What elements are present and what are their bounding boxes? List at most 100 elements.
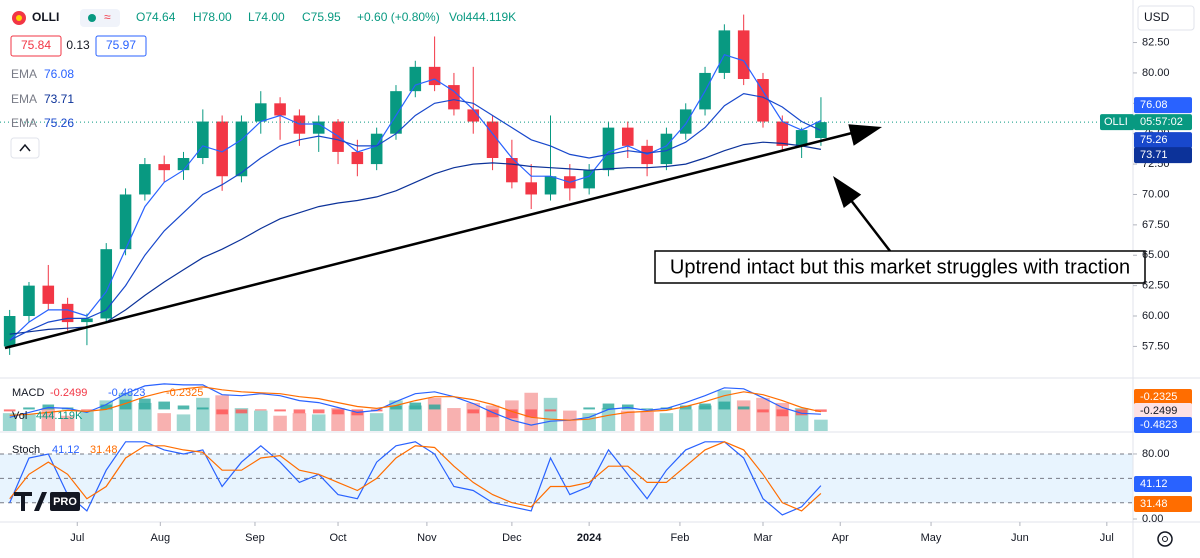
currency[interactable]: USD [1144, 10, 1170, 24]
y-tick-label: 62.50 [1142, 280, 1170, 292]
volume-label: 444.119K [36, 410, 83, 422]
candle-body [119, 194, 132, 250]
macd-histogram-bar [776, 409, 789, 417]
candle-body [776, 121, 789, 146]
macd-histogram-bar [390, 405, 402, 410]
macd-hist-label: -0.2499 [50, 387, 87, 399]
y-tick-label: 67.50 [1142, 219, 1170, 231]
macd-histogram-bar [544, 409, 557, 412]
status-icon: ≈ [104, 10, 111, 24]
signal-line [9, 386, 822, 421]
ema-badge-box [1134, 132, 1192, 149]
settings-icon-center[interactable] [1162, 536, 1168, 542]
ema-line [9, 141, 822, 335]
collapse-button[interactable] [10, 137, 40, 159]
x-tick-label: Apr [832, 532, 849, 544]
candle-body [757, 79, 769, 122]
candle-body [602, 127, 615, 171]
ask[interactable]: 75.97 [106, 38, 136, 52]
ema-legend-value: 76.08 [44, 67, 74, 81]
volume-bar [157, 413, 171, 431]
volume-bar [814, 419, 828, 431]
x-tick-label: Jun [1011, 532, 1029, 544]
stoch-title: Stoch [12, 444, 40, 456]
ema-legend-value: 73.71 [44, 92, 74, 106]
x-tick-label: Jul [1100, 532, 1114, 544]
countdown-badge-box [1134, 114, 1192, 131]
ema-legend-name: EMA [11, 92, 37, 106]
ema-badge-box [1134, 147, 1192, 164]
x-tick-label: Mar [754, 532, 773, 544]
trend-line [4, 131, 853, 350]
trend-arrowhead [848, 124, 882, 146]
volume-bar [60, 415, 75, 431]
candle-body [351, 151, 364, 165]
currency-button[interactable] [1137, 5, 1195, 31]
macd-signal-label: -0.2325 [166, 387, 203, 399]
macd-badge-box [1134, 417, 1192, 433]
volume-bar [678, 409, 693, 431]
settings-icon[interactable] [1157, 531, 1173, 547]
ema-badge: 75.26 [1140, 134, 1168, 146]
volume-bar [485, 405, 500, 431]
ask-box[interactable] [95, 35, 147, 57]
volume-bar [196, 397, 210, 431]
market-status [88, 14, 96, 22]
macd-histogram-bar [428, 404, 441, 410]
volume-bar [273, 415, 287, 431]
stoch-d-badge-box [1134, 496, 1192, 512]
volume-bar [80, 410, 94, 431]
stoch-k-label: 41.12 [52, 444, 80, 456]
candle-body [506, 158, 518, 183]
bid-box[interactable] [10, 35, 62, 57]
candle-body [525, 182, 537, 195]
legend-high: H78.00 [193, 10, 232, 24]
stoch-d-badge: 31.48 [1140, 498, 1168, 510]
y-tick-label: 70.00 [1142, 188, 1170, 200]
ema-legend-value: 75.26 [44, 116, 74, 130]
histogram-badge: -0.2499 [1140, 405, 1177, 417]
candle-body [390, 91, 402, 134]
candle-body [621, 127, 634, 146]
macd-histogram-bar [718, 401, 731, 410]
volume-bar [621, 410, 635, 431]
pro-label: PRO [53, 496, 77, 508]
macd-histogram-bar [216, 409, 228, 415]
annotation-arrowhead [833, 176, 862, 208]
candle-body [312, 121, 325, 134]
macd-histogram-bar [699, 403, 711, 410]
signal-badge: -0.2325 [1140, 391, 1177, 403]
candle-body [583, 170, 595, 189]
macd-histogram-bar [583, 407, 595, 410]
x-tick-label: Feb [670, 532, 689, 544]
volume-bar [22, 414, 36, 431]
macd-histogram-bar [139, 398, 151, 410]
volume-bar [176, 414, 191, 431]
macd-histogram-bar [274, 409, 286, 412]
candle-body [23, 285, 35, 317]
volume-bar [736, 400, 751, 431]
candle-body [3, 316, 16, 347]
countdown-badge: 05:57:02 [1140, 116, 1183, 128]
macd-histogram-bar [119, 399, 132, 410]
candle-body [428, 66, 441, 86]
macd-histogram-bar [679, 405, 692, 410]
volume-bar [659, 413, 674, 431]
candle-body [139, 164, 151, 195]
y-tick-label: 0.00 [1142, 513, 1163, 525]
histogram-badge-box [1134, 403, 1192, 419]
legend-volume: Vol444.119K [449, 10, 516, 24]
volume-bar [447, 408, 461, 431]
candle-body [467, 109, 480, 122]
collapse-icon[interactable] [19, 143, 31, 152]
volume-bar [311, 414, 326, 431]
symbol-badge: OLLI [1104, 116, 1128, 128]
ema-legend-name: EMA [11, 67, 37, 81]
y-tick-label: 65.00 [1142, 249, 1170, 261]
volume-bar [234, 408, 249, 431]
macd-histogram-bar [81, 409, 93, 411]
pro-badge [50, 492, 80, 511]
volume-bar [138, 402, 152, 431]
candle-body [409, 66, 422, 92]
bid[interactable]: 75.84 [21, 38, 51, 52]
